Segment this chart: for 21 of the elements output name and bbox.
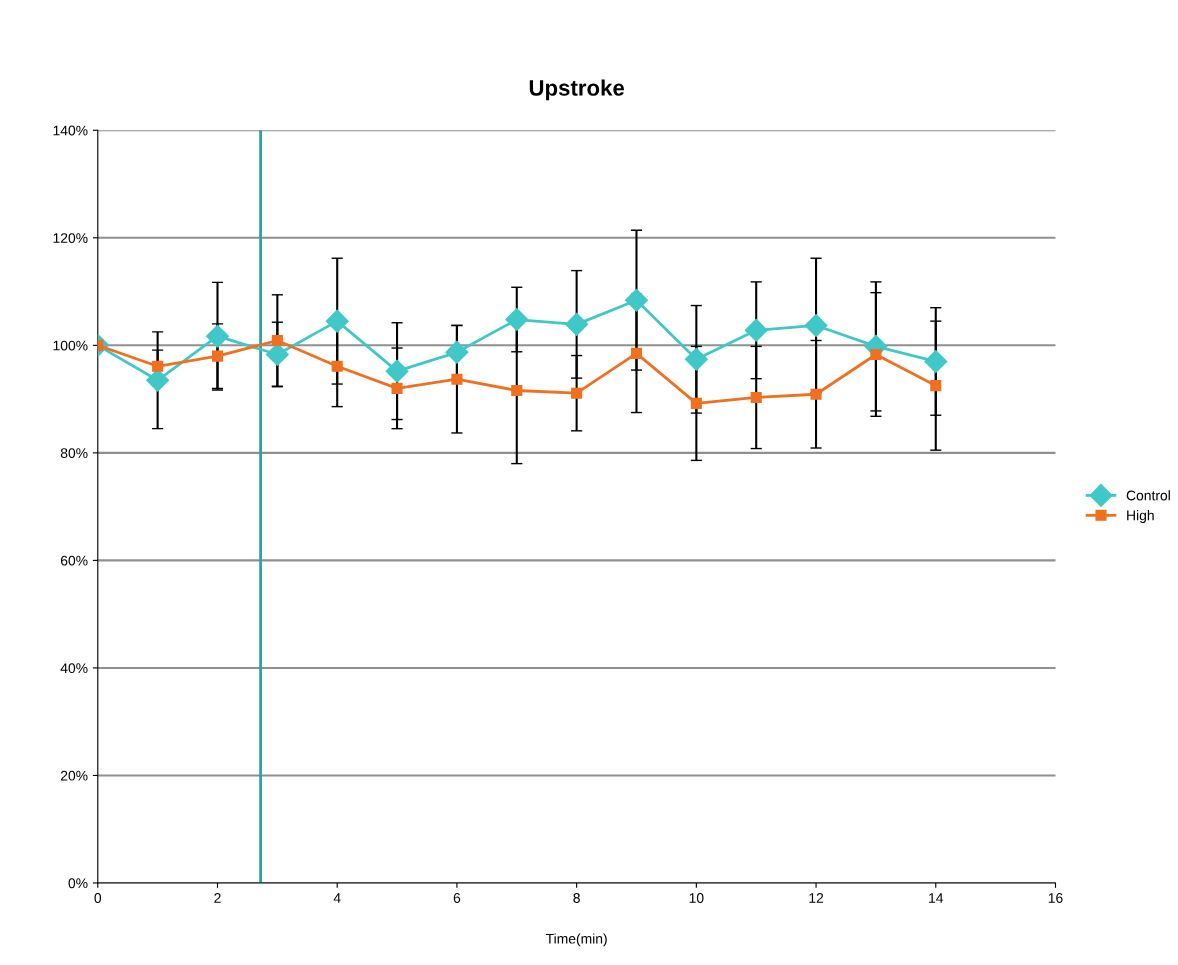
x-tick-label: 14 <box>929 893 944 903</box>
y-tick-label: 100% <box>53 340 88 351</box>
x-tick-label: 12 <box>809 893 824 903</box>
y-tick-label: 120% <box>53 233 88 243</box>
x-tick-label: 6 <box>453 893 461 903</box>
x-tick-label: 4 <box>333 893 341 903</box>
y-tick-label: 20% <box>60 770 88 781</box>
legend-label: Control <box>1126 490 1170 501</box>
chart-title: Upstroke <box>529 79 625 101</box>
y-tick-label: 80% <box>60 448 88 459</box>
x-tick-label: 0 <box>94 893 102 903</box>
x-tick-label: 10 <box>689 893 704 903</box>
y-tick-label: 40% <box>60 663 88 674</box>
x-tick-label: 8 <box>573 893 580 903</box>
legend-label: High <box>1127 510 1154 524</box>
x-tick-label: 16 <box>1048 893 1063 903</box>
x-axis-title: Time(min) <box>545 933 607 947</box>
y-tick-label: 0% <box>68 878 88 889</box>
y-tick-label: 140% <box>53 125 88 136</box>
x-tick-label: 2 <box>214 893 221 903</box>
y-tick-label: 60% <box>60 555 88 566</box>
